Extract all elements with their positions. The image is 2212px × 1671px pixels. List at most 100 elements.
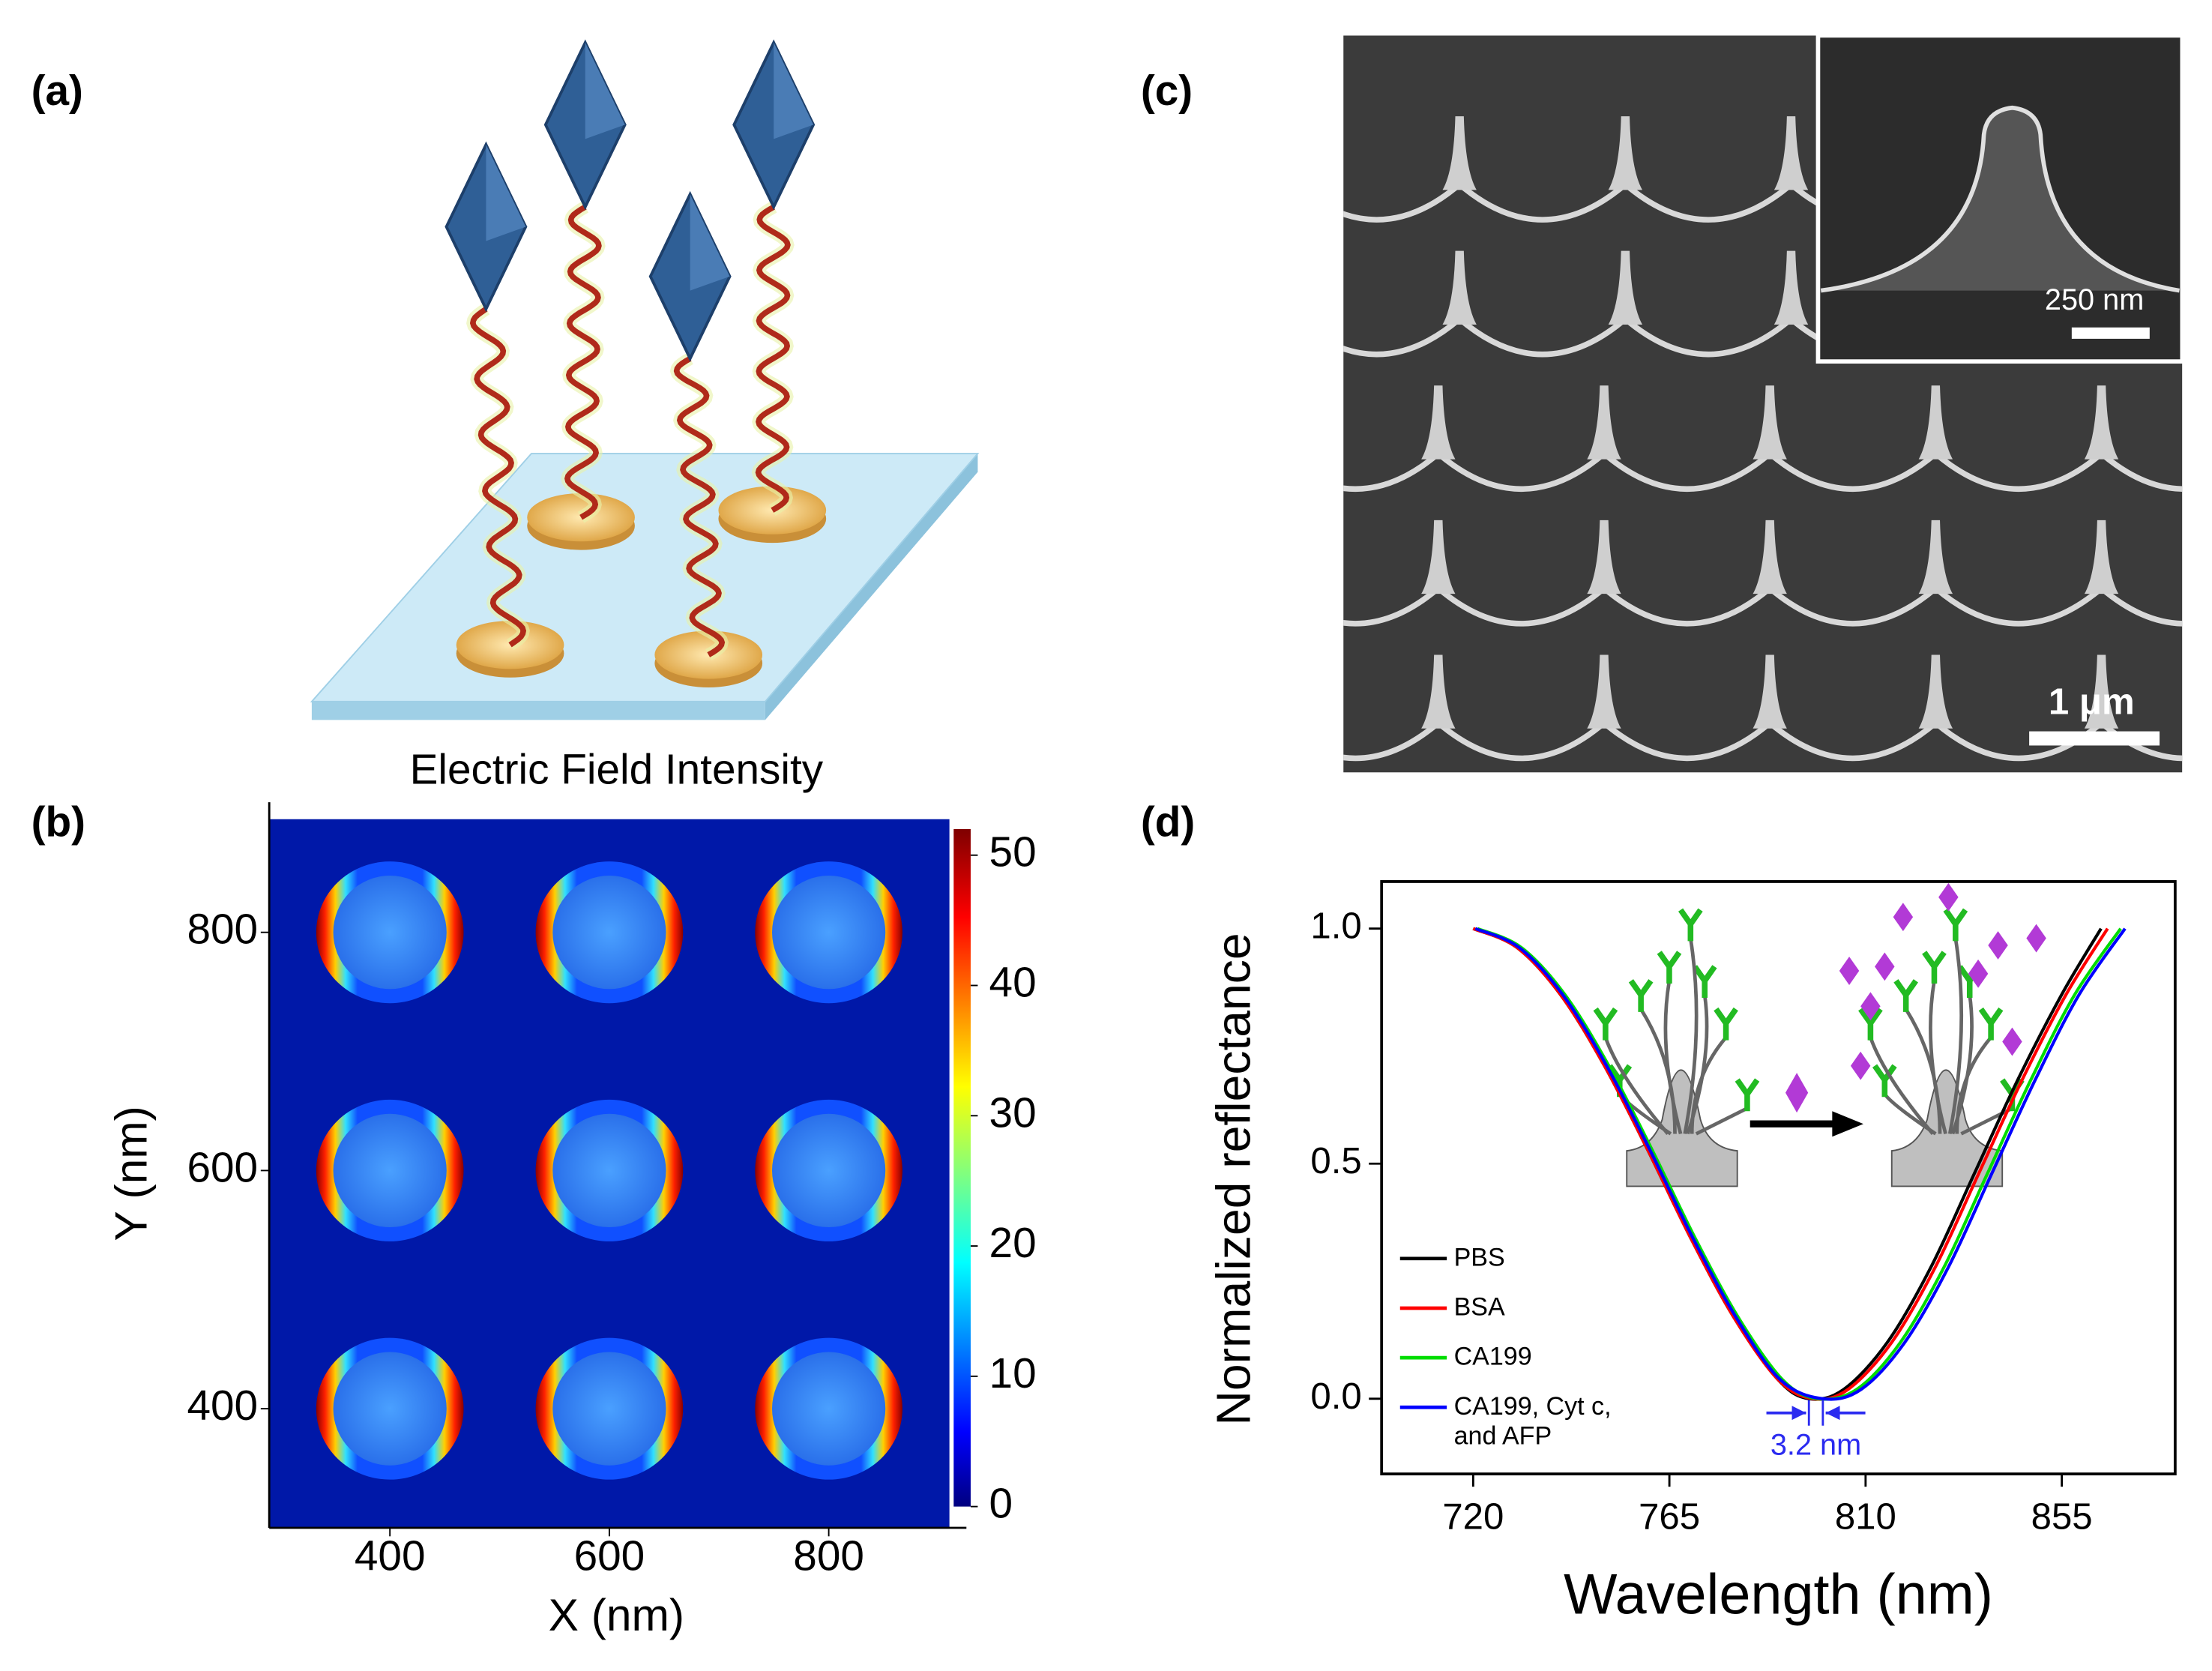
colorbar-tick-label: 20	[989, 1220, 1037, 1267]
legend-entry: BSA	[1453, 1292, 1505, 1321]
sem-tip	[1421, 385, 1456, 460]
panel-label: (b)	[31, 798, 85, 846]
series-line	[1472, 927, 2109, 1401]
sem-tip	[1587, 520, 1621, 594]
inset-antibody	[1893, 979, 1918, 1012]
receptor-facet	[774, 42, 814, 139]
substrate-diagram	[310, 39, 980, 720]
legend-entry: CA199, Cyt c, and AFP	[1454, 1392, 1612, 1451]
sem-ridge	[1933, 585, 2103, 627]
inset-antibody	[1628, 979, 1654, 1012]
legend-label: PBS	[1453, 1243, 1505, 1271]
x-tick-label: 800	[793, 1533, 864, 1580]
inset-antigen	[1875, 952, 1895, 981]
legend-label: CA199	[1453, 1342, 1532, 1371]
y-tick-label: 400	[187, 1382, 258, 1430]
sem-tip	[1256, 385, 1289, 459]
sem-ridge	[1457, 181, 1627, 223]
slab-side	[765, 454, 978, 720]
colorbar-tick-label: 50	[989, 829, 1037, 876]
sem-ridge	[1436, 585, 1606, 627]
nanoparticle	[333, 1113, 447, 1228]
nanoparticle	[771, 1352, 886, 1466]
nanoparticle	[552, 1113, 666, 1228]
inset-antigen	[1938, 882, 1959, 912]
sem-ridge	[2100, 585, 2183, 627]
x-axis-label: X (nm)	[549, 1589, 684, 1640]
scale-label: 250 nm	[2045, 283, 2144, 316]
inset-linker	[1929, 980, 1947, 1135]
slab-side	[311, 701, 765, 720]
inset-antibody	[1922, 951, 1947, 984]
x-tick-label: 600	[574, 1533, 645, 1580]
sem-ridge	[1343, 720, 1441, 762]
inset-antibody	[1735, 1078, 1760, 1112]
colorbar-tick-label: 40	[989, 960, 1037, 1007]
x-tick-label: 765	[1639, 1497, 1700, 1538]
sem-tip	[1587, 654, 1621, 729]
inset-linker	[1663, 980, 1683, 1135]
sem-ridge	[1768, 585, 1938, 627]
gold-disk	[654, 630, 763, 679]
sem-tip	[1587, 385, 1621, 460]
sem-ridge	[1343, 181, 1462, 223]
plot-frame	[1380, 880, 2177, 1476]
sem-tip	[1753, 654, 1787, 729]
colorbar-tick-label: 30	[989, 1089, 1037, 1136]
x-tick-label: 720	[1442, 1497, 1504, 1538]
inset-antigen	[2026, 924, 2046, 953]
sem-tip	[2084, 385, 2119, 460]
inset-antigen	[1893, 903, 1914, 932]
chart-title: Electric Field Intensity	[410, 746, 824, 793]
annotation-arrowhead	[1791, 1406, 1806, 1421]
inset-linker	[1683, 938, 1699, 1134]
nanoparticle	[771, 1113, 886, 1228]
inset-antigen	[1839, 957, 1860, 985]
sem-ridge	[1602, 451, 1772, 492]
sem-tip	[1753, 520, 1787, 594]
sem-tip	[1608, 116, 1643, 190]
colorbar	[953, 828, 971, 1507]
sem-tip	[1277, 116, 1310, 190]
receptor-facet	[585, 42, 625, 139]
y-axis-label: Y (nm)	[106, 1106, 157, 1241]
sem-tip	[1256, 654, 1289, 728]
nanoparticle	[333, 1352, 447, 1466]
sem-tip	[1918, 520, 1953, 594]
nanoparticle	[552, 1352, 666, 1466]
y-tick-label: 0.0	[1310, 1376, 1361, 1417]
sem-tip	[1442, 116, 1477, 190]
x-tick-label: 810	[1835, 1497, 1896, 1538]
y-tick-label: 600	[187, 1144, 258, 1191]
receptor-facet	[690, 194, 730, 291]
sem-ridge	[1436, 720, 1606, 762]
sem-ridge	[1436, 451, 1606, 492]
sem-tip	[1753, 385, 1787, 460]
inset-linker	[1690, 1036, 1728, 1134]
inset-linker	[1869, 1037, 1935, 1135]
sem-ridge	[1933, 451, 2103, 492]
inset-linker	[1955, 1036, 1992, 1134]
nanoparticle	[771, 876, 886, 990]
inset-antibody	[1714, 1007, 1738, 1041]
y-tick-label: 800	[187, 906, 258, 954]
legend-label: BSA	[1453, 1292, 1505, 1321]
inset-antibody	[1678, 908, 1703, 942]
scale-label: 1 μm	[2049, 682, 2135, 723]
sem-ridge	[1343, 451, 1441, 492]
linker	[755, 204, 791, 513]
inset-substrate	[1626, 1069, 1738, 1187]
sem-tip	[1773, 250, 1809, 325]
sem-tip	[1442, 250, 1477, 325]
sem-tip	[1277, 251, 1310, 325]
legend-entry: PBS	[1453, 1243, 1505, 1271]
colorbar-tick-label: 10	[989, 1350, 1037, 1397]
inset-antigen	[1860, 992, 1881, 1021]
panel-label: (a)	[31, 67, 83, 115]
sem-tip	[1773, 116, 1809, 190]
sem-inset: 250 nm 1 μm	[1815, 33, 2185, 746]
sem-ridge	[2100, 451, 2183, 492]
sem-ridge	[1602, 720, 1772, 762]
y-tick-label: 1.0	[1310, 906, 1361, 947]
inset-linker	[1947, 938, 1964, 1134]
